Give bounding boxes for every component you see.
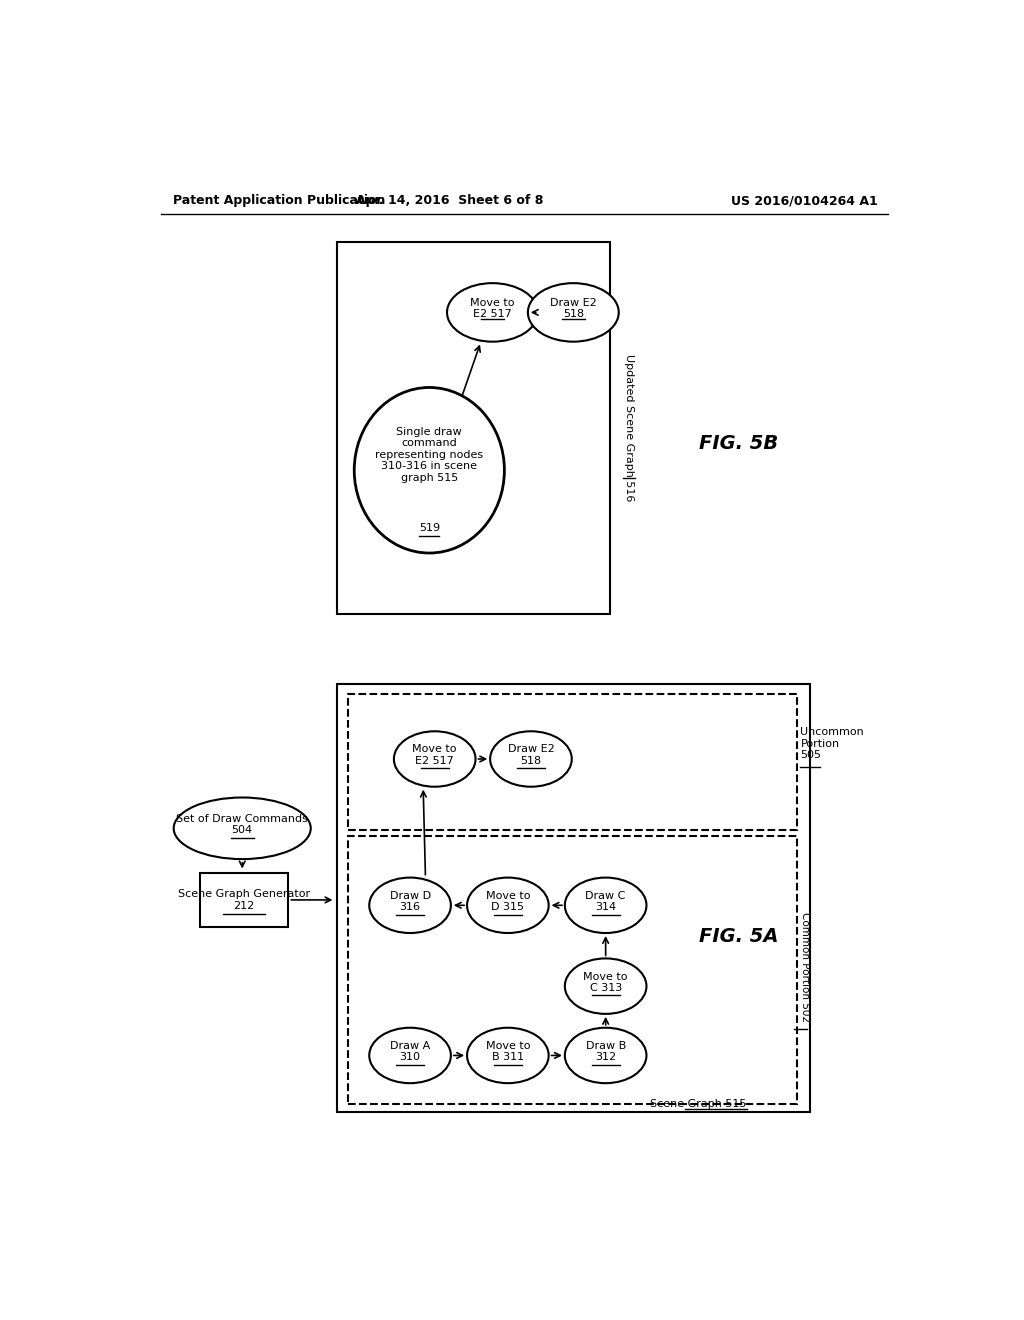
Text: Updated Scene Graph 516: Updated Scene Graph 516 (624, 354, 634, 502)
Ellipse shape (370, 1028, 451, 1084)
Text: Draw B
312: Draw B 312 (586, 1040, 626, 1063)
Text: Draw E2
518: Draw E2 518 (550, 298, 597, 319)
Text: Draw D
316: Draw D 316 (389, 891, 431, 912)
Text: Move to
E2 517: Move to E2 517 (470, 298, 515, 319)
Ellipse shape (467, 1028, 549, 1084)
Ellipse shape (370, 878, 451, 933)
Ellipse shape (565, 1028, 646, 1084)
Text: Set of Draw Commands
504: Set of Draw Commands 504 (176, 813, 308, 836)
Ellipse shape (528, 284, 618, 342)
Text: US 2016/0104264 A1: US 2016/0104264 A1 (731, 194, 878, 207)
Ellipse shape (174, 797, 310, 859)
Ellipse shape (565, 878, 646, 933)
Bar (200, 873, 289, 927)
Bar (348, 836, 798, 1104)
Text: Move to
C 313: Move to C 313 (584, 972, 628, 993)
Ellipse shape (467, 878, 549, 933)
Text: Draw E2
518: Draw E2 518 (508, 744, 554, 766)
Ellipse shape (565, 958, 646, 1014)
Text: Patent Application Publication: Patent Application Publication (173, 194, 385, 207)
Text: Common Portion 502: Common Portion 502 (801, 912, 810, 1022)
Bar (337, 684, 810, 1111)
Text: Draw A
310: Draw A 310 (390, 1040, 430, 1063)
Ellipse shape (490, 731, 571, 787)
Ellipse shape (354, 388, 505, 553)
Ellipse shape (394, 731, 475, 787)
Text: Draw C
314: Draw C 314 (586, 891, 626, 912)
Bar (337, 242, 609, 614)
Text: FIG. 5A: FIG. 5A (699, 927, 778, 945)
Text: Move to
D 315: Move to D 315 (485, 891, 530, 912)
Text: FIG. 5B: FIG. 5B (699, 434, 778, 453)
Bar (348, 693, 798, 830)
Text: Move to
E2 517: Move to E2 517 (413, 744, 457, 766)
Text: Uncommon
Portion
505: Uncommon Portion 505 (801, 727, 864, 760)
Text: Single draw
command
representing nodes
310-316 in scene
graph 515: Single draw command representing nodes 3… (375, 426, 483, 483)
Text: Scene Graph Generator
212: Scene Graph Generator 212 (178, 890, 310, 911)
Ellipse shape (447, 284, 538, 342)
Text: 519: 519 (419, 523, 440, 533)
Text: Apr. 14, 2016  Sheet 6 of 8: Apr. 14, 2016 Sheet 6 of 8 (356, 194, 544, 207)
Text: Scene Graph 515: Scene Graph 515 (650, 1100, 746, 1109)
Text: Move to
B 311: Move to B 311 (485, 1040, 530, 1063)
